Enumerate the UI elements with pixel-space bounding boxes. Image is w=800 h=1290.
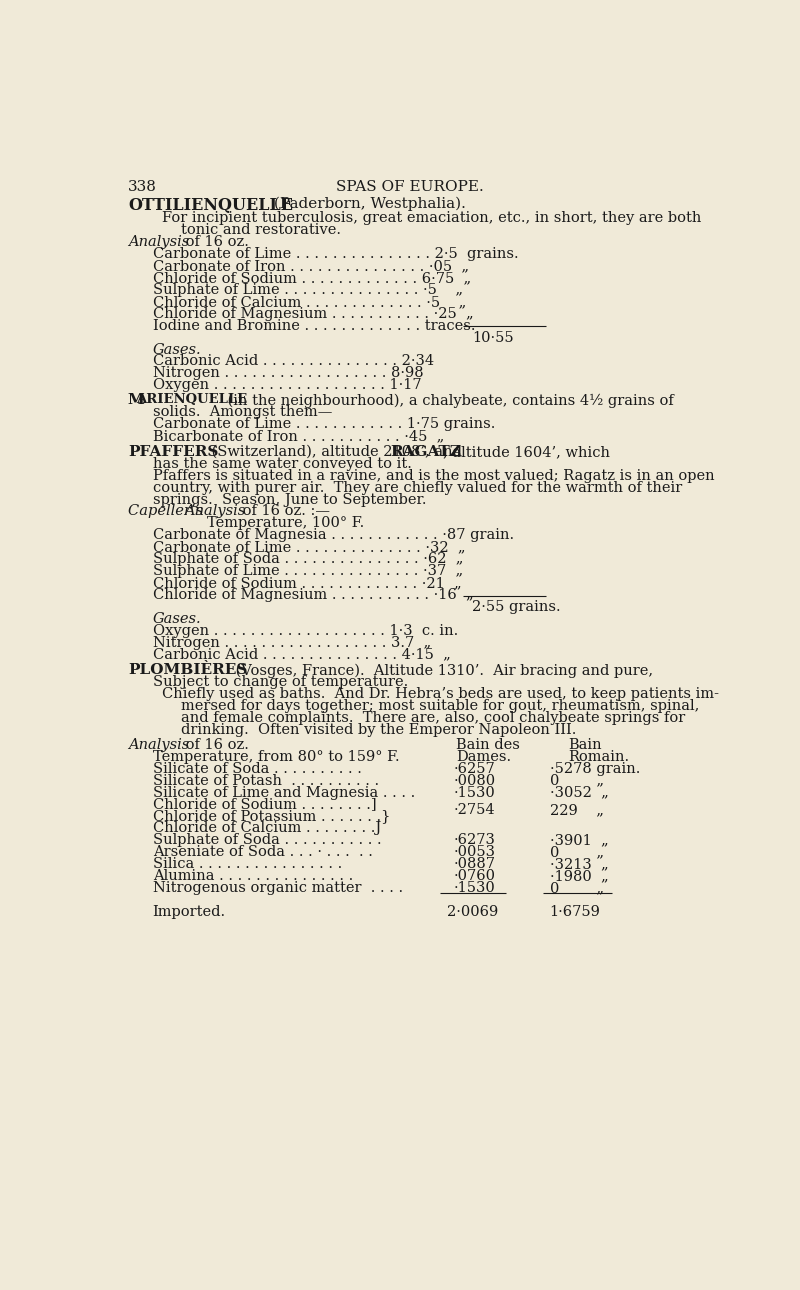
Text: ·6273: ·6273 bbox=[454, 833, 495, 848]
Text: Silicate of Potash  . . . . . . . . . .: Silicate of Potash . . . . . . . . . . bbox=[153, 774, 379, 788]
Text: ·2754: ·2754 bbox=[454, 804, 495, 818]
Text: ·1530: ·1530 bbox=[454, 786, 495, 800]
Text: Silicate of Lime and Magnesia . . . .: Silicate of Lime and Magnesia . . . . bbox=[153, 786, 415, 800]
Text: ·0080: ·0080 bbox=[454, 774, 495, 788]
Text: country, with purer air.  They are chiefly valued for the warmth of their: country, with purer air. They are chiefl… bbox=[153, 481, 682, 494]
Text: Analysis: Analysis bbox=[128, 738, 189, 752]
Text: RAGATZ: RAGATZ bbox=[390, 445, 461, 459]
Text: ·6257: ·6257 bbox=[454, 761, 495, 775]
Text: Temperature, from 80° to 159° F.: Temperature, from 80° to 159° F. bbox=[153, 749, 399, 764]
Text: Capeller’s: Capeller’s bbox=[128, 504, 207, 519]
Text: Dames.: Dames. bbox=[457, 749, 512, 764]
Text: Carbonate of Lime . . . . . . . . . . . . . . . 2·5  grains.: Carbonate of Lime . . . . . . . . . . . … bbox=[153, 248, 518, 261]
Text: Sulphate of Soda . . . . . . . . . . .: Sulphate of Soda . . . . . . . . . . . bbox=[153, 833, 382, 848]
Text: Subject to change of temperature.: Subject to change of temperature. bbox=[153, 675, 408, 689]
Text: Romain.: Romain. bbox=[568, 749, 630, 764]
Text: drinking.  Often visited by the Emperor Napoleon III.: drinking. Often visited by the Emperor N… bbox=[181, 722, 576, 737]
Text: and female complaints.  There are, also, cool chalybeate springs for: and female complaints. There are, also, … bbox=[181, 711, 685, 725]
Text: Carbonate of Iron . . . . . . . . . . . . . . . ·05  „: Carbonate of Iron . . . . . . . . . . . … bbox=[153, 259, 469, 273]
Text: 229    „: 229 „ bbox=[550, 804, 603, 818]
Text: Silicate of Soda . . . . . . . . . .: Silicate of Soda . . . . . . . . . . bbox=[153, 761, 362, 775]
Text: Carbonic Acid . . . . . . . . . . . . . . . 4·15  „: Carbonic Acid . . . . . . . . . . . . . … bbox=[153, 648, 450, 662]
Text: PLOMBIÈRES: PLOMBIÈRES bbox=[128, 663, 247, 677]
Text: 0        „: 0 „ bbox=[550, 881, 603, 895]
Text: mersed for days together; most suitable for gout, rheumatism, spinal,: mersed for days together; most suitable … bbox=[181, 699, 699, 713]
Text: ·0760: ·0760 bbox=[454, 869, 495, 882]
Text: 1·6759: 1·6759 bbox=[550, 904, 600, 918]
Text: Chloride of Potassium . . . . . . .}: Chloride of Potassium . . . . . . .} bbox=[153, 809, 390, 823]
Text: Analysis: Analysis bbox=[184, 504, 246, 519]
Text: ·0887: ·0887 bbox=[454, 857, 495, 871]
Text: Nitrogen . . . . . . . . . . . . . . . . . . 8·98: Nitrogen . . . . . . . . . . . . . . . .… bbox=[153, 366, 423, 381]
Text: SPAS OF EUROPE.: SPAS OF EUROPE. bbox=[336, 179, 484, 193]
Text: Carbonate of Magnesia . . . . . . . . . . . . ·87 grain.: Carbonate of Magnesia . . . . . . . . . … bbox=[153, 529, 514, 542]
Text: Carbonic Acid . . . . . . . . . . . . . . . 2·34: Carbonic Acid . . . . . . . . . . . . . … bbox=[153, 355, 434, 369]
Text: tonic and restorative.: tonic and restorative. bbox=[181, 223, 341, 237]
Text: Chloride of Calcium . . . . . . . . . . . . . ·5    „: Chloride of Calcium . . . . . . . . . . … bbox=[153, 295, 466, 308]
Text: Oxygen . . . . . . . . . . . . . . . . . . . 1·17: Oxygen . . . . . . . . . . . . . . . . .… bbox=[153, 378, 422, 392]
Text: of 16 oz. :—: of 16 oz. :— bbox=[238, 504, 330, 519]
Text: (Vosges, France).  Altitude 1310’.  Air bracing and pure,: (Vosges, France). Altitude 1310’. Air br… bbox=[231, 663, 654, 677]
Text: Gases.: Gases. bbox=[153, 611, 202, 626]
Text: Chloride of Calcium . . . . . . . .J: Chloride of Calcium . . . . . . . .J bbox=[153, 822, 381, 836]
Text: 10·55: 10·55 bbox=[472, 330, 514, 344]
Text: Carbonate of Lime . . . . . . . . . . . . . . ·32  „: Carbonate of Lime . . . . . . . . . . . … bbox=[153, 541, 466, 555]
Text: ·5278 grain.: ·5278 grain. bbox=[550, 761, 640, 775]
Text: Bain: Bain bbox=[568, 738, 602, 752]
Text: Alumina . . . . . . . . . . . . . . .: Alumina . . . . . . . . . . . . . . . bbox=[153, 869, 353, 882]
Text: solids.  Amongst them—: solids. Amongst them— bbox=[153, 405, 332, 419]
Text: springs.  Season, June to September.: springs. Season, June to September. bbox=[153, 493, 426, 507]
Text: ·0053: ·0053 bbox=[454, 845, 495, 859]
Text: Chloride of Sodium . . . . . . . .]: Chloride of Sodium . . . . . . . .] bbox=[153, 797, 376, 811]
Text: Oxygen . . . . . . . . . . . . . . . . . . . 1·3  c. in.: Oxygen . . . . . . . . . . . . . . . . .… bbox=[153, 623, 458, 637]
Text: Nitrogenous organic matter  . . . .: Nitrogenous organic matter . . . . bbox=[153, 881, 403, 895]
Text: ·3901  „: ·3901 „ bbox=[550, 833, 608, 848]
Text: has the same water conveyed to it.: has the same water conveyed to it. bbox=[153, 457, 411, 471]
Text: Bicarbonate of Iron . . . . . . . . . . . ·45  „: Bicarbonate of Iron . . . . . . . . . . … bbox=[153, 430, 444, 442]
Text: (in the neighbourhood), a chalybeate, contains 4½ grains of: (in the neighbourhood), a chalybeate, co… bbox=[222, 393, 674, 408]
Text: Sulphate of Lime . . . . . . . . . . . . . . . ·37  „: Sulphate of Lime . . . . . . . . . . . .… bbox=[153, 564, 463, 578]
Text: Chloride of Sodium . . . . . . . . . . . . . 6·75  „: Chloride of Sodium . . . . . . . . . . .… bbox=[153, 271, 471, 285]
Text: Bain des: Bain des bbox=[457, 738, 520, 752]
Text: Sulphate of Lime . . . . . . . . . . . . . . . ·5    „: Sulphate of Lime . . . . . . . . . . . .… bbox=[153, 283, 462, 297]
Text: Imported.: Imported. bbox=[153, 904, 226, 918]
Text: Chloride of Sodium . . . . . . . . . . . . . ·21  „: Chloride of Sodium . . . . . . . . . . .… bbox=[153, 575, 462, 590]
Text: PFAFFERS: PFAFFERS bbox=[128, 445, 218, 459]
Text: of 16 oz.: of 16 oz. bbox=[182, 235, 249, 249]
Text: Pfaffers is situated in a ravine, and is the most valued; Ragatz is in an open: Pfaffers is situated in a ravine, and is… bbox=[153, 468, 714, 482]
Text: 0        „: 0 „ bbox=[550, 774, 603, 788]
Text: 338: 338 bbox=[128, 179, 157, 193]
Text: ·3213  „: ·3213 „ bbox=[550, 857, 608, 871]
Text: , altitude 1604’, which: , altitude 1604’, which bbox=[443, 445, 610, 459]
Text: Nitrogen . . . . . . . . . . . . . . . . . . 3.7  „: Nitrogen . . . . . . . . . . . . . . . .… bbox=[153, 636, 431, 650]
Text: OTTILIENQUELLE: OTTILIENQUELLE bbox=[128, 196, 293, 214]
Text: For incipient tuberculosis, great emaciation, etc., in short, they are both: For incipient tuberculosis, great emacia… bbox=[162, 212, 702, 226]
Text: Chiefly used as baths.  And Dr. Hebra’s beds are used, to keep patients im-: Chiefly used as baths. And Dr. Hebra’s b… bbox=[162, 688, 719, 702]
Text: Carbonate of Lime . . . . . . . . . . . . 1·75 grains.: Carbonate of Lime . . . . . . . . . . . … bbox=[153, 417, 495, 431]
Text: Iodine and Bromine . . . . . . . . . . . . . traces.: Iodine and Bromine . . . . . . . . . . .… bbox=[153, 319, 475, 333]
Text: ARIENQUELLE: ARIENQUELLE bbox=[137, 393, 248, 406]
Text: 2·0069: 2·0069 bbox=[447, 904, 498, 918]
Text: M: M bbox=[128, 393, 145, 408]
Text: Silica . . . . . . . . . . . . . . . .: Silica . . . . . . . . . . . . . . . . bbox=[153, 857, 342, 871]
Text: Temperature, 100° F.: Temperature, 100° F. bbox=[207, 516, 365, 530]
Text: Arseniate of Soda . . . · . . .  . .: Arseniate of Soda . . . · . . . . . bbox=[153, 845, 373, 859]
Text: of 16 oz.: of 16 oz. bbox=[182, 738, 249, 752]
Text: (Paderborn, Westphalia).: (Paderborn, Westphalia). bbox=[269, 196, 466, 210]
Text: ·1980  „: ·1980 „ bbox=[550, 869, 608, 882]
Text: Chloride of Magnesium . . . . . . . . . . . ·16  „: Chloride of Magnesium . . . . . . . . . … bbox=[153, 588, 474, 602]
Text: 2·55 grains.: 2·55 grains. bbox=[472, 600, 561, 614]
Text: Analysis: Analysis bbox=[128, 235, 189, 249]
Text: 0        „: 0 „ bbox=[550, 845, 603, 859]
Text: (Switzerland), altitude 2108’, and: (Switzerland), altitude 2108’, and bbox=[206, 445, 466, 459]
Text: Chloride of Magnesium . . . . . . . . . . . ·25  „: Chloride of Magnesium . . . . . . . . . … bbox=[153, 307, 474, 321]
Text: Gases.: Gases. bbox=[153, 343, 202, 356]
Text: Sulphate of Soda . . . . . . . . . . . . . . . ·62  „: Sulphate of Soda . . . . . . . . . . . .… bbox=[153, 552, 463, 566]
Text: ·3052  „: ·3052 „ bbox=[550, 786, 608, 800]
Text: ·1530: ·1530 bbox=[454, 881, 495, 895]
